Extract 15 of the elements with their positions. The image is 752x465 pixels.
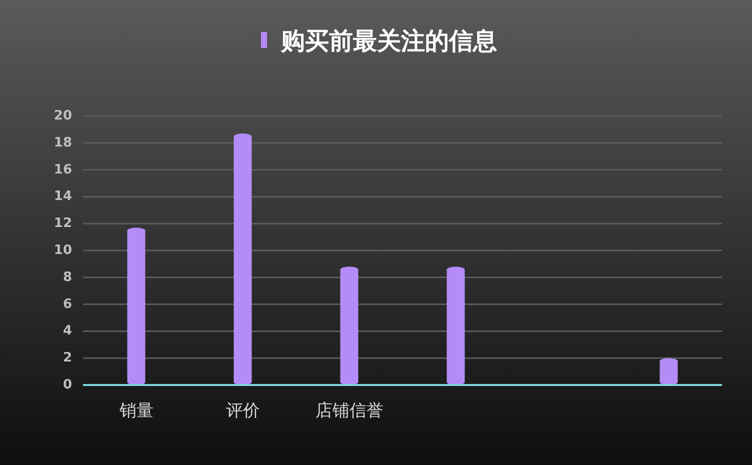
x-tick-label: 销量: [118, 401, 154, 421]
y-tick-label: 10: [54, 243, 72, 258]
y-tick-label: 18: [54, 135, 72, 150]
x-tick-label: 评价: [226, 401, 260, 421]
legend-label: 购买前最关注的信息: [280, 27, 497, 55]
y-tick-label: 0: [62, 378, 72, 392]
y-tick-label: 2: [62, 350, 72, 366]
y-tick-label: 14: [54, 189, 72, 204]
x-tick-label: 店铺信誉: [315, 401, 384, 421]
y-tick-label: 12: [54, 216, 72, 232]
y-tick-label: 4: [62, 324, 72, 339]
y-tick-label: 6: [62, 296, 72, 312]
y-tick-label: 20: [54, 108, 72, 124]
y-tick-label: 16: [54, 162, 72, 178]
y-tick-label: 8: [62, 270, 72, 285]
